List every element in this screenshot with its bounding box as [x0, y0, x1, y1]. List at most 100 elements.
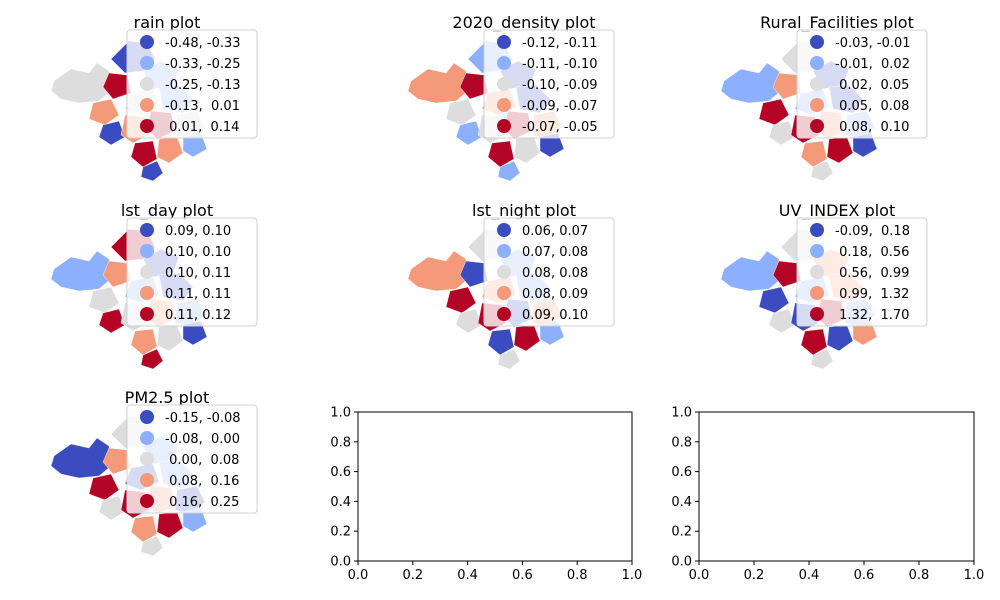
y-tick-label: 0.8	[671, 435, 692, 450]
axes-frame	[357, 411, 633, 562]
legend-marker	[140, 119, 154, 133]
legend: -0.09, 0.18 0.18, 0.56 0.56, 0.99 0.99, …	[796, 217, 928, 327]
legend-label: -0.13, 0.01	[165, 99, 240, 114]
map-region	[98, 308, 126, 334]
axes-frame	[698, 411, 975, 562]
legend-label: -0.09, 0.18	[835, 224, 910, 239]
legend-marker	[497, 265, 511, 279]
y-tick-label: 0.8	[330, 435, 351, 450]
legend-label: 0.02, 0.05	[835, 78, 909, 93]
subplot-5: lst_night plot 0.06, 0.07 0.07, 0.08 0.08, …	[407, 201, 615, 370]
legend-label: 0.08, 0.16	[165, 474, 239, 489]
y-tick-label: 0.4	[671, 495, 692, 510]
legend-label: -0.11, -0.10	[522, 57, 598, 72]
legend-marker	[810, 119, 824, 133]
legend-frame	[483, 29, 615, 139]
y-tick-label: 1.0	[330, 406, 351, 421]
map-region	[445, 286, 477, 314]
map-region	[140, 348, 164, 370]
map-region	[98, 120, 126, 146]
subplot-3: Rural_Facilities plot -0.03, -0.01 -0.01, …	[720, 13, 928, 182]
x-tick-label: 0.4	[799, 568, 820, 583]
legend: -0.12, -0.11 -0.11, -0.10 -0.10, -0.09 -0.0…	[483, 29, 615, 139]
legend-marker	[810, 244, 824, 258]
legend-frame	[483, 217, 615, 327]
legend: 0.09, 0.10 0.10, 0.10 0.10, 0.11 0.11, 0.11…	[126, 217, 258, 327]
map-region	[140, 535, 164, 557]
map-region	[772, 72, 802, 100]
legend-label: 0.06, 0.07	[522, 224, 588, 239]
subplot-title: lst_day plot	[121, 201, 213, 221]
legend-label: 0.08, 0.08	[522, 266, 588, 281]
map-region	[455, 308, 483, 334]
legend-marker	[140, 286, 154, 300]
legend-marker	[497, 77, 511, 91]
map-region	[102, 260, 132, 288]
legend-marker	[810, 35, 824, 49]
legend-frame	[126, 29, 258, 139]
map-region	[156, 136, 184, 164]
subplot-8: 0.0 0.2 0.4 0.6 0.8 1.0 0.0 0.2 0.4 0.6 0.8 1.0	[330, 406, 642, 584]
subplot-1: rain plot -0.48, -0.33 -0.33, -0.25 -0.25, …	[50, 13, 258, 182]
legend-label: -0.25, -0.13	[165, 78, 241, 93]
x-tick-label: 0.2	[402, 568, 423, 583]
legend-marker	[810, 77, 824, 91]
legend-marker	[497, 307, 511, 321]
legend-label: 0.01, 0.14	[165, 120, 239, 135]
x-tick-label: 1.0	[964, 568, 985, 583]
legend-marker	[140, 56, 154, 70]
map-region	[497, 348, 521, 370]
map-region	[826, 324, 854, 352]
legend-label: 0.99, 1.32	[835, 287, 909, 302]
legend: -0.48, -0.33 -0.33, -0.25 -0.25, -0.13 -0.1…	[126, 29, 258, 139]
legend-label: -0.15, -0.08	[165, 411, 241, 426]
map-region	[140, 160, 164, 182]
map-region	[50, 250, 112, 292]
legend-marker	[810, 286, 824, 300]
legend-marker	[140, 431, 154, 445]
legend: -0.03, -0.01 -0.01, 0.02 0.02, 0.05 0.05,…	[796, 29, 928, 139]
x-tick-label: 0.6	[854, 568, 875, 583]
map-region	[130, 515, 158, 543]
map-region	[487, 328, 515, 356]
map-region	[50, 437, 112, 479]
legend-label: -0.07, -0.05	[522, 120, 598, 135]
subplot-title: Rural_Facilities plot	[760, 13, 914, 33]
subplot-4: lst_day plot 0.09, 0.10 0.10, 0.10 0.10, 0.…	[50, 201, 258, 370]
map-region	[459, 260, 489, 288]
legend-marker	[140, 244, 154, 258]
map-region	[800, 140, 828, 168]
map-region	[407, 250, 469, 292]
subplot-9: 0.0 0.2 0.4 0.6 0.8 1.0 0.0 0.2 0.4 0.6 0.8 1.0	[671, 406, 984, 584]
legend-label: 0.18, 0.56	[835, 245, 909, 260]
map-region	[407, 62, 469, 104]
legend-label: -0.09, -0.07	[522, 99, 598, 114]
legend-marker	[140, 98, 154, 112]
legend-label: -0.03, -0.01	[835, 36, 911, 51]
legend-marker	[497, 286, 511, 300]
subplot-7: PM2.5 plot -0.15, -0.08 -0.08, 0.00 0.00, …	[50, 388, 258, 557]
legend-marker	[140, 494, 154, 508]
legend-marker	[497, 223, 511, 237]
y-tick-label: 0.4	[330, 495, 351, 510]
legend-label: 0.11, 0.11	[165, 287, 231, 302]
legend-label: 0.56, 0.99	[835, 266, 909, 281]
legend-label: 0.16, 0.25	[165, 495, 239, 510]
map-region	[156, 511, 184, 539]
legend-marker	[497, 244, 511, 258]
legend-marker	[140, 410, 154, 424]
legend-marker	[497, 98, 511, 112]
subplot-title: UV_INDEX plot	[779, 201, 895, 221]
map-region	[88, 286, 120, 314]
map-region	[800, 328, 828, 356]
x-tick-label: 0.8	[909, 568, 930, 583]
map-region	[445, 98, 477, 126]
map-region	[459, 72, 489, 100]
legend-frame	[796, 217, 928, 327]
legend-marker	[140, 77, 154, 91]
y-tick-label: 0.6	[330, 465, 351, 480]
map-region	[50, 62, 112, 104]
map-region	[130, 328, 158, 356]
legend-label: 0.08, 0.09	[522, 287, 588, 302]
